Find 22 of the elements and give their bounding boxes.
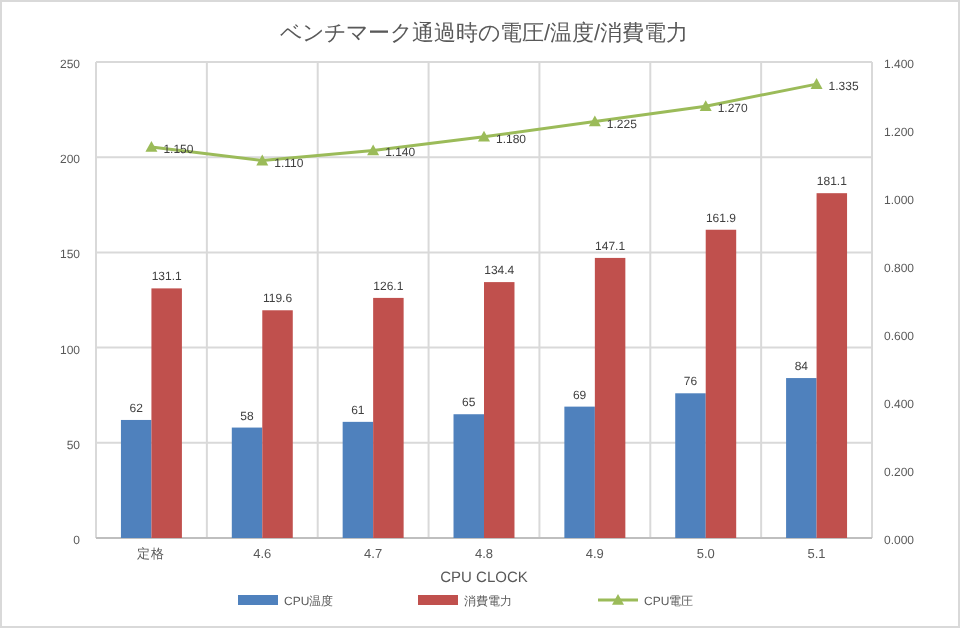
bar [564, 406, 595, 538]
bar [231, 427, 263, 538]
point [256, 154, 269, 166]
point [367, 144, 380, 156]
bar [816, 193, 848, 538]
bar [705, 229, 737, 538]
bar [675, 393, 706, 538]
point [145, 141, 158, 152]
bar [484, 282, 515, 538]
point [478, 130, 490, 142]
bar [786, 378, 817, 538]
bar [120, 419, 152, 538]
point [588, 115, 601, 127]
bar [151, 288, 182, 538]
bar [594, 257, 626, 538]
bar [262, 310, 293, 538]
point [810, 78, 823, 89]
bar [453, 414, 484, 538]
bar [342, 421, 374, 538]
chart-title: ベンチマーク通過時の電圧/温度/消費電力 [279, 20, 689, 46]
point [699, 100, 712, 111]
bar [373, 297, 404, 538]
